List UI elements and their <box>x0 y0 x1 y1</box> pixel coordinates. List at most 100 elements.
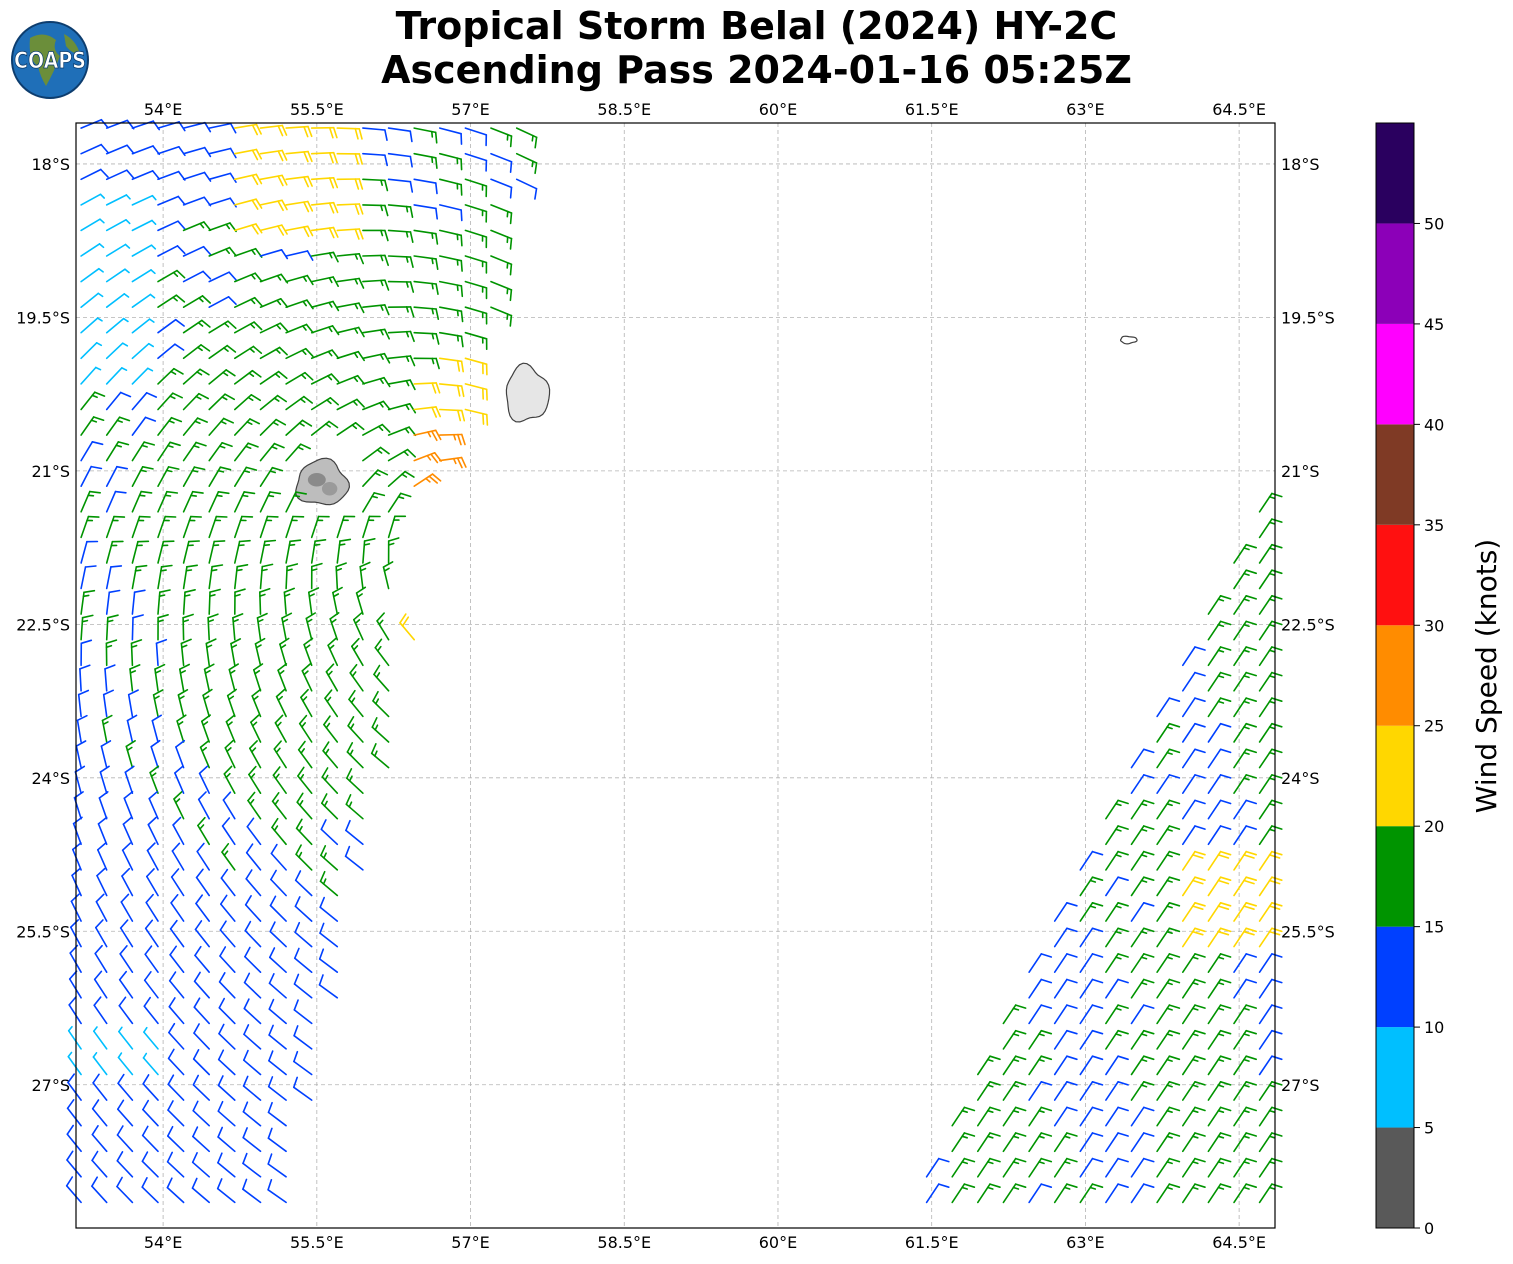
lat-tick-label-left: 19.5°S <box>16 308 70 327</box>
wind-barb <box>197 816 210 846</box>
wind-barb <box>1156 1055 1181 1076</box>
wind-barb <box>192 1074 210 1101</box>
wind-barb <box>131 391 158 411</box>
wind-barb <box>310 201 339 214</box>
wind-barb <box>362 279 390 291</box>
wind-barb <box>413 229 439 245</box>
wind-barb <box>105 515 126 539</box>
wind-barb <box>1233 1106 1257 1127</box>
wind-barb <box>1002 1132 1027 1153</box>
wind-barb <box>80 366 102 385</box>
wind-barb <box>413 429 442 442</box>
title-line-1: Tropical Storm Belal (2024) HY-2C <box>395 4 1118 48</box>
wind-barb <box>80 341 103 360</box>
wind-barb <box>182 540 200 564</box>
wind-barb <box>1130 1132 1155 1153</box>
wind-barb <box>1053 1055 1078 1076</box>
wind-barb <box>1156 722 1181 743</box>
wind-barb <box>321 767 339 795</box>
wind-barb <box>157 220 186 232</box>
wind-barb <box>172 816 185 846</box>
wind-barb <box>122 816 134 846</box>
wind-barb <box>208 369 236 385</box>
wind-barb <box>157 195 186 206</box>
wind-barb <box>177 688 189 718</box>
wind-barb <box>197 791 210 820</box>
wind-barb <box>226 688 237 718</box>
wind-barb <box>191 1177 210 1204</box>
wind-barb <box>1207 799 1232 820</box>
wind-barb <box>100 740 112 769</box>
wind-barb <box>1156 1183 1181 1204</box>
wind-barb <box>1182 850 1206 871</box>
wind-barb <box>1233 1132 1257 1153</box>
wind-barb <box>80 391 106 411</box>
wind-barb <box>267 1127 287 1153</box>
wind-barb <box>101 714 113 743</box>
wind-barb <box>1053 1183 1078 1204</box>
wind-barb <box>336 374 366 385</box>
wind-barb <box>490 255 513 276</box>
wind-barb <box>157 441 181 462</box>
wind-barb <box>285 395 314 411</box>
wind-barb <box>438 152 463 171</box>
wind-barb <box>285 274 314 286</box>
wind-barb <box>149 765 160 795</box>
wind-barb <box>1207 697 1232 718</box>
wind-barb <box>1053 978 1078 999</box>
wind-barb <box>234 198 263 210</box>
wind-barb <box>234 369 262 385</box>
wind-barb <box>438 331 464 348</box>
wind-barb <box>243 998 262 1025</box>
wind-barb <box>1233 1055 1257 1076</box>
wind-barb <box>310 300 340 312</box>
wind-barb <box>349 663 364 692</box>
wind-barb <box>1258 850 1283 871</box>
wind-barb <box>1233 774 1257 795</box>
wind-barb <box>80 193 105 206</box>
wind-barb <box>105 465 128 488</box>
wind-barb <box>157 367 184 385</box>
wind-barb <box>1258 671 1283 692</box>
wind-barb <box>259 394 288 411</box>
wind-barb <box>310 276 340 288</box>
wind-barb <box>259 199 288 212</box>
wind-barb <box>1028 1106 1053 1127</box>
wind-barb <box>1258 799 1283 820</box>
wind-barb <box>167 1074 185 1101</box>
colorbar-bin <box>1376 1027 1414 1128</box>
wind-barb <box>126 714 138 743</box>
wind-barb <box>1182 978 1206 999</box>
wind-barb <box>105 144 135 155</box>
wind-barb <box>129 664 141 692</box>
wind-barb <box>464 255 488 274</box>
wind-barb <box>1053 1132 1078 1153</box>
wind-barb <box>1156 901 1181 922</box>
wind-barb <box>1105 876 1129 897</box>
wind-barb <box>352 611 364 641</box>
wind-barb <box>131 170 161 181</box>
wind-barb <box>105 565 123 590</box>
wind-barb <box>167 1100 185 1127</box>
wind-barb <box>154 663 166 692</box>
lon-tick-label-bottom: 60°E <box>759 1233 797 1252</box>
wind-barb <box>285 250 314 261</box>
island-mauritius <box>505 362 551 423</box>
wind-barb <box>1028 978 1053 999</box>
wind-barb <box>1233 1081 1257 1101</box>
wind-barb <box>208 490 230 513</box>
wind-barb <box>355 586 367 615</box>
wind-barb <box>310 420 339 436</box>
wind-barb <box>147 816 159 846</box>
lat-tick-label-left: 21°S <box>31 462 70 481</box>
wind-barb <box>105 342 129 360</box>
wind-barb <box>362 352 391 364</box>
wind-barb <box>217 1075 236 1101</box>
wind-barb <box>1130 1029 1155 1050</box>
wind-barb <box>387 448 417 462</box>
wind-barb <box>273 740 287 769</box>
wind-barb <box>234 588 246 615</box>
wind-barb <box>1233 543 1257 564</box>
wind-barb <box>124 765 135 795</box>
wind-barb <box>105 540 124 564</box>
